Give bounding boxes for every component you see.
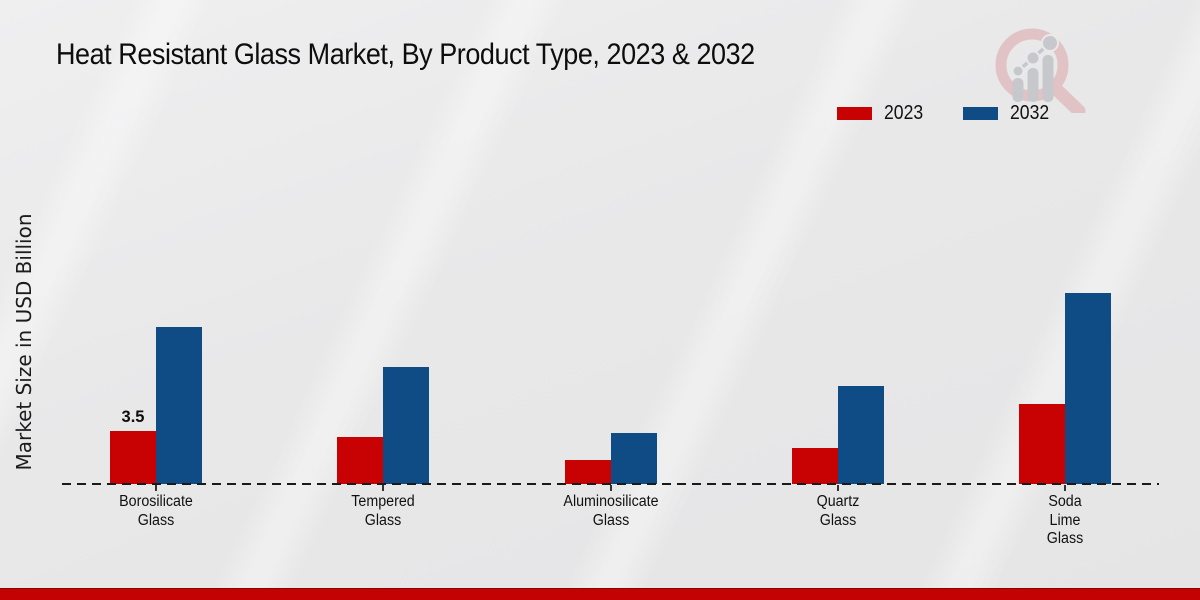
category-label-quartz-glass: Quartz Glass bbox=[816, 493, 860, 529]
bar-2032-soda-lime-glass bbox=[1065, 293, 1111, 484]
x-axis-tick bbox=[382, 485, 385, 491]
bar-2023-borosilicate-glass bbox=[110, 431, 156, 484]
category-label-tempered-glass: Tempered Glass bbox=[351, 493, 415, 529]
legend-label-2032: 2032 bbox=[1009, 102, 1049, 124]
bar-value-label-2023-borosilicate-glass: 3.5 bbox=[121, 408, 145, 426]
bar-2032-borosilicate-glass bbox=[156, 327, 202, 484]
legend-item-2032: 2032 bbox=[962, 102, 1055, 125]
magnifier-handle-icon bbox=[1049, 82, 1086, 113]
legend-label-2023: 2023 bbox=[884, 102, 924, 124]
bar-2023-quartz-glass bbox=[791, 448, 838, 484]
bar-2032-aluminosilicate-glass bbox=[610, 433, 657, 484]
footer-accent-band bbox=[0, 588, 1200, 600]
bar-2023-tempered-glass bbox=[337, 437, 384, 484]
x-axis-tick bbox=[836, 485, 839, 491]
bar-2032-quartz-glass bbox=[837, 386, 884, 484]
legend-item-2023: 2023 bbox=[837, 102, 929, 125]
bar-2023-aluminosilicate-glass bbox=[564, 460, 611, 484]
legend: 2023 2032 bbox=[837, 102, 1054, 125]
bar-2032-tempered-glass bbox=[383, 367, 430, 484]
bar-2023-soda-lime-glass bbox=[1019, 404, 1065, 484]
category-label-aluminosilicate-glass: Aluminosilicate Glass bbox=[562, 493, 659, 529]
legend-swatch-2032 bbox=[962, 107, 998, 120]
x-axis-tick bbox=[155, 485, 157, 491]
category-label-borosilicate-glass: Borosilicate Glass bbox=[119, 493, 193, 529]
x-axis-tick bbox=[1064, 485, 1066, 491]
magnifier-bar-trend-logo bbox=[995, 28, 1086, 113]
category-label-soda-lime-glass: Soda Lime Glass bbox=[1046, 493, 1084, 547]
x-axis-baseline bbox=[62, 483, 1159, 485]
legend-swatch-2023 bbox=[837, 107, 872, 120]
trend-bars-icon bbox=[1011, 34, 1059, 102]
chart-title: Heat Resistant Glass Market, By Product … bbox=[56, 38, 755, 71]
x-axis-tick bbox=[609, 485, 612, 491]
